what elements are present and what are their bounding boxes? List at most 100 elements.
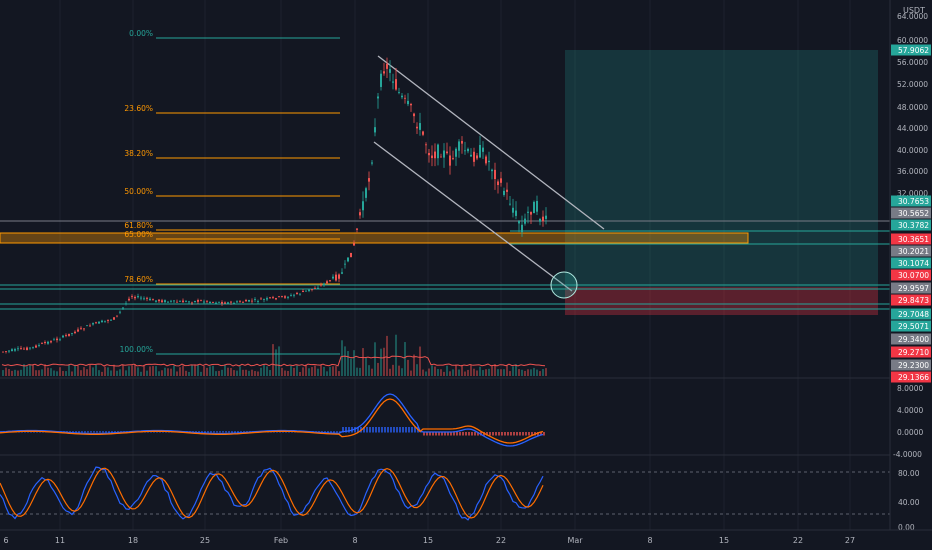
candle-body <box>38 345 40 346</box>
price-tick-label: 56.0000 <box>897 58 928 67</box>
candle-body <box>167 301 169 303</box>
macd-hist-bar <box>339 431 341 433</box>
volume-bar <box>410 370 412 376</box>
macd-hist-bar <box>426 432 428 436</box>
candle-body <box>230 301 232 303</box>
candle-body <box>404 97 406 99</box>
volume-bar <box>464 371 466 376</box>
macd-hist-bar <box>204 431 206 433</box>
candle-body <box>524 218 526 224</box>
volume-bar <box>86 369 88 376</box>
price-tag-label: 29.3400 <box>898 335 929 344</box>
candle-body <box>11 349 13 352</box>
candle-body <box>467 148 469 152</box>
candle-body <box>254 299 256 300</box>
volume-bar <box>14 369 16 376</box>
macd-hist-bar <box>93 431 95 433</box>
price-tag <box>891 233 931 245</box>
volume-bar <box>428 368 430 376</box>
stoch-tick-label: 80.00 <box>898 469 920 478</box>
time-tick-label: Mar <box>567 536 583 545</box>
macd-hist-bar <box>531 432 533 436</box>
volume-bar <box>368 365 370 376</box>
candle-body <box>278 296 280 298</box>
macd-tick-label: 8.0000 <box>897 384 923 393</box>
price-tag <box>891 282 931 294</box>
volume-bar <box>497 369 499 376</box>
candle-body <box>386 63 388 69</box>
candle-body <box>176 301 178 303</box>
macd-hist-bar <box>114 431 116 433</box>
volume-bar <box>152 366 154 376</box>
loss-zone[interactable] <box>565 287 878 315</box>
volume-bar <box>161 370 163 376</box>
candle-body <box>476 155 478 159</box>
macd-hist-bar <box>78 431 80 433</box>
candle-body <box>383 71 385 74</box>
volume-bar <box>482 370 484 376</box>
price-tick-label: 64.0000 <box>897 12 928 21</box>
candle-body <box>131 296 133 297</box>
macd-hist-bar <box>495 432 497 436</box>
volume-bar <box>383 347 385 376</box>
volume-bar <box>515 364 517 376</box>
price-tag-label: 30.7653 <box>898 197 929 206</box>
candle-body <box>125 303 127 305</box>
volume-bar <box>449 371 451 376</box>
candle-body <box>263 299 265 301</box>
candle-body <box>29 347 31 349</box>
target-circle[interactable] <box>550 271 578 299</box>
fib-level-label: 23.60% <box>124 104 153 113</box>
volume-bar <box>5 367 7 376</box>
time-axis[interactable] <box>0 530 932 550</box>
candle-body <box>242 302 244 303</box>
candle-body <box>275 298 277 300</box>
candle-body <box>305 290 307 292</box>
volume-bar <box>293 367 295 376</box>
price-ticks: 64.0000 60.0000 56.0000 52.0000 48.0000 44.00… <box>897 12 928 198</box>
stoch-bands <box>0 471 890 515</box>
volume-bar <box>266 366 268 376</box>
volume-bar <box>260 367 262 376</box>
horizontal-levels[interactable] <box>0 220 890 310</box>
volume-bar <box>221 369 223 376</box>
price-tag <box>891 320 931 332</box>
fib-retracement[interactable]: 0.00% 23.60% 38.20% 50.00% 61.80%65.00% 78.60… <box>120 29 340 355</box>
candle-body <box>206 300 208 302</box>
macd-hist-bar <box>387 427 389 433</box>
macd-hist-bar <box>342 427 344 433</box>
price-tag <box>891 195 931 207</box>
price-tick-label: 44.0000 <box>897 124 928 133</box>
time-tick-label: 11 <box>55 536 65 545</box>
candle-body <box>359 212 361 216</box>
volume-bar <box>110 370 112 376</box>
candle-body <box>248 299 250 302</box>
volume-bar <box>362 348 364 376</box>
volume-bar <box>41 369 43 376</box>
profit-zone[interactable] <box>565 50 878 287</box>
descending-channel[interactable] <box>373 55 605 292</box>
macd-hist-bar <box>69 431 71 433</box>
macd-hist-bar <box>390 427 392 433</box>
candle-body <box>53 339 55 341</box>
candle-body <box>536 200 538 212</box>
volume-bar <box>530 369 532 376</box>
macd-hist-bar <box>213 431 215 433</box>
volume-bar <box>314 365 316 376</box>
support-zone[interactable] <box>0 232 749 244</box>
volume-bar <box>236 370 238 376</box>
candle-body <box>545 215 547 219</box>
candle-body <box>347 257 349 262</box>
volume-bar <box>11 370 13 376</box>
volume-bar <box>533 367 535 376</box>
candle-body <box>149 298 151 301</box>
macd-hist-bar <box>324 431 326 433</box>
fib-level-label: 0.00% <box>129 29 153 38</box>
candle-body <box>293 294 295 296</box>
volume-bar <box>191 365 193 376</box>
volume-bar <box>425 371 427 376</box>
candle-body <box>389 69 391 73</box>
price-tag-label: 29.2710 <box>898 348 929 357</box>
candle-body <box>269 297 271 299</box>
